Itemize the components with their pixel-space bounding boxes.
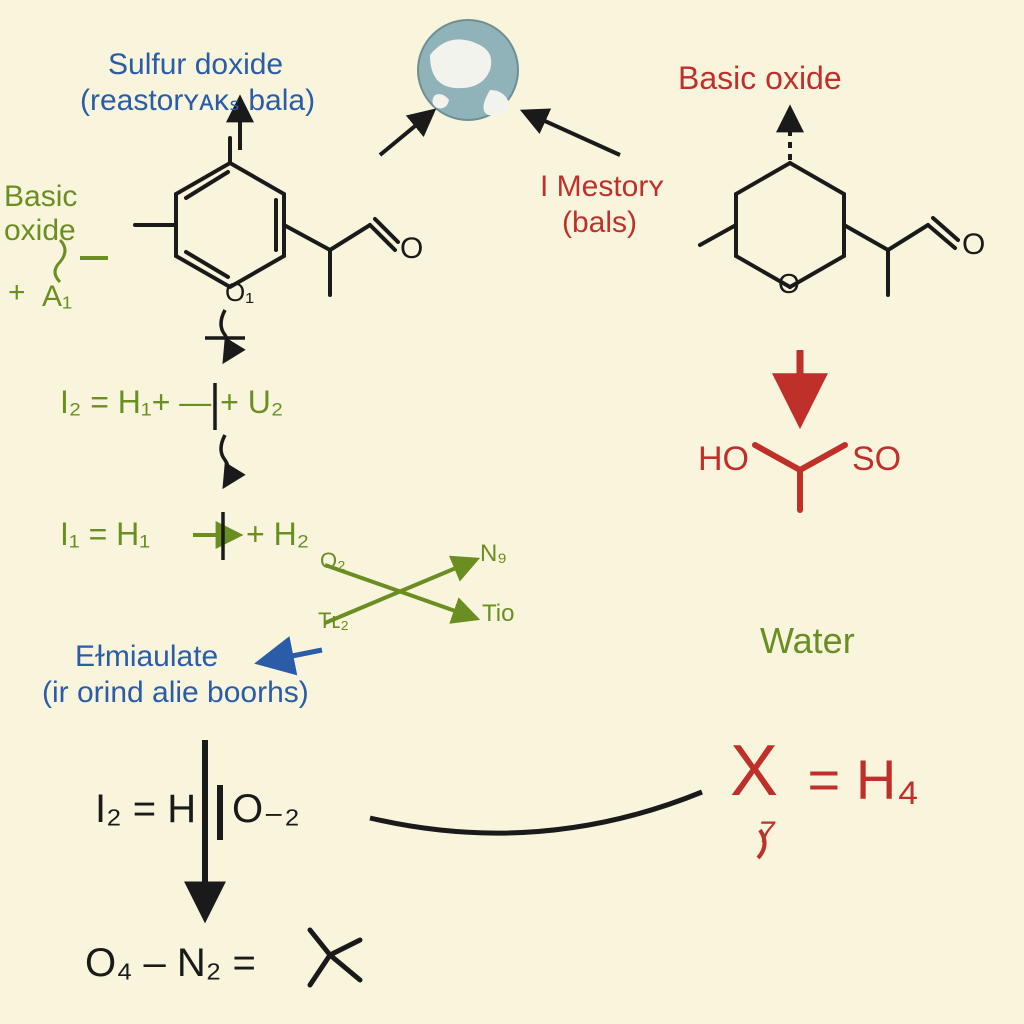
globe-icon <box>418 20 518 120</box>
left-ring <box>135 138 398 295</box>
meston-1: I Mestorʏ <box>540 170 664 205</box>
basic-2: oxide <box>4 214 76 249</box>
basic-1: Basic <box>4 180 77 215</box>
big-x: X <box>730 730 778 813</box>
meston-2: (bals) <box>562 206 637 241</box>
bottom-branch <box>310 930 360 985</box>
plus-sign: + <box>8 276 26 311</box>
diagram-stage: Sulfur doxide (reastorʏᴀᴋₛ bala) Basic o… <box>0 0 1024 1024</box>
right-ring <box>700 163 958 295</box>
eq2-left: I₁ = H₁ <box>60 516 150 553</box>
a1: A₁ <box>42 280 72 315</box>
svg-layer <box>0 0 1024 1024</box>
ho-so-v <box>755 445 845 510</box>
sulfur-title-2: (reastorʏᴀᴋₛ bala) <box>80 84 315 119</box>
eq-h4: = H₄ <box>792 748 919 812</box>
o-center-right-ring: O <box>778 268 800 300</box>
o2-small: O₂ <box>320 548 346 573</box>
elmiaulate-1: Eɫmiaulate <box>75 640 218 675</box>
so: SO <box>852 440 901 479</box>
eq1: I₂ = H₁+ — + U₂ <box>60 384 283 421</box>
eq3-right: O₋₂ <box>232 786 300 832</box>
o-right-chain: O <box>962 228 985 263</box>
eq4: O₄ – N₂ = <box>85 940 256 986</box>
o-chain-left: O <box>400 232 423 267</box>
eq2-right: + H₂ <box>246 516 309 553</box>
elmiaulate-2: (ir orind alie boorhs) <box>42 676 309 711</box>
n9-small: N₉ <box>480 540 507 568</box>
basic-oxide-right: Basic oxide <box>678 60 842 97</box>
tl-small: Tʟ₂ <box>318 608 349 633</box>
tio-small: Tio <box>482 600 514 628</box>
sulfur-title-1: Sulfur doxide <box>108 48 283 83</box>
o1-under-ring: O₁ <box>225 278 254 308</box>
ho: HO <box>698 440 749 479</box>
water-label: Water <box>760 620 855 661</box>
x-sub: 7 <box>758 816 775 851</box>
eq3-left: I₂ = H <box>95 786 196 832</box>
